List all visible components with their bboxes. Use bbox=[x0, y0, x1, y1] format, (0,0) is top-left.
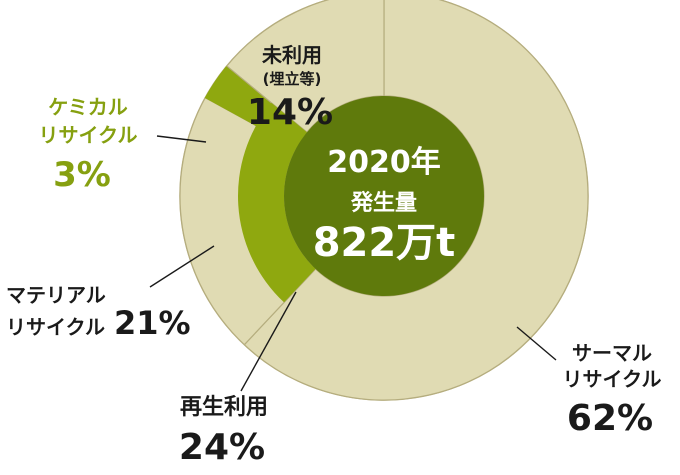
material-label-line1: マテリアル bbox=[6, 283, 106, 307]
center-circle bbox=[284, 96, 484, 296]
material-label-line2: リサイクル bbox=[6, 315, 105, 339]
slice-recycled-inner bbox=[237, 102, 316, 303]
center-amount: 822万t bbox=[313, 220, 456, 266]
recycled-value: 24% bbox=[179, 427, 265, 468]
chemical-value: 3% bbox=[53, 155, 111, 195]
leader-material bbox=[149, 245, 215, 288]
center-caption: 発生量 bbox=[350, 191, 417, 216]
chemical-label-line2: リサイクル bbox=[39, 123, 138, 147]
recycled-label: 再生利用 bbox=[180, 395, 268, 420]
leader-recycled bbox=[240, 291, 297, 392]
unused-label-line1: 未利用 bbox=[262, 43, 322, 67]
leader-chemical bbox=[156, 135, 207, 143]
thermal-label-line1: サーマル bbox=[572, 341, 652, 365]
thermal-value: 62% bbox=[567, 398, 653, 439]
material-value: 21% bbox=[114, 304, 191, 342]
unused-label-line2: (埋立等) bbox=[263, 70, 322, 88]
center-year: 2020年 bbox=[327, 145, 441, 180]
chemical-label-line1: ケミカル bbox=[48, 95, 127, 119]
leader-thermal bbox=[516, 326, 557, 361]
thermal-label-line2: リサイクル bbox=[563, 367, 662, 391]
unused-value: 14% bbox=[247, 92, 333, 133]
